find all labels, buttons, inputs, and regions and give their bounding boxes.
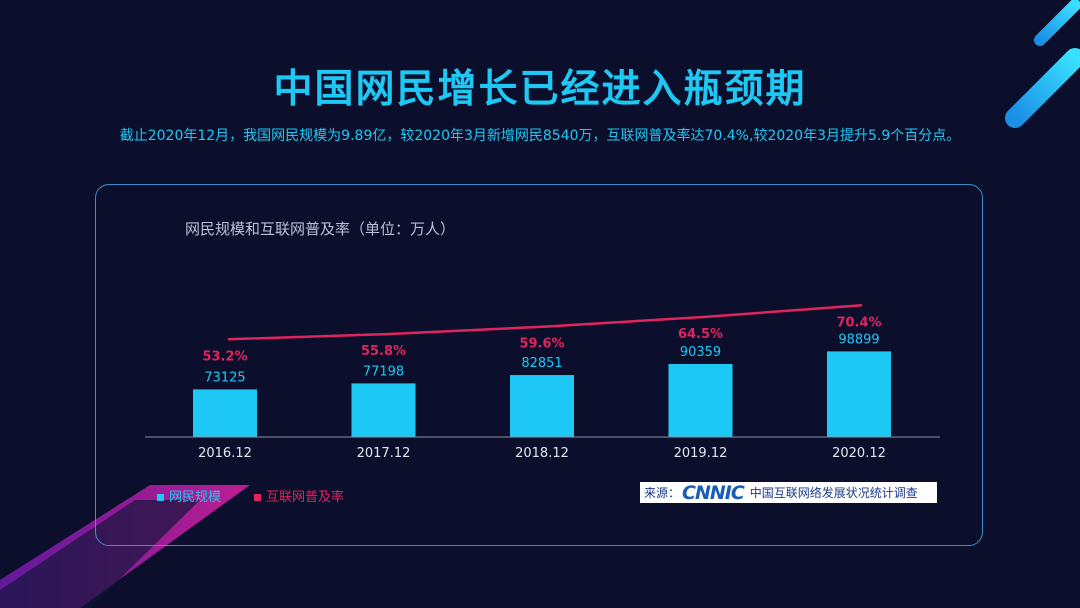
source-banner: 来源： CNNIC 中国互联网络发展状况统计调查 — [640, 481, 937, 504]
x-tick-label: 2016.12 — [198, 446, 252, 461]
bar-value-label: 77198 — [363, 364, 404, 379]
bar — [351, 383, 416, 437]
chart-panel — [95, 184, 983, 546]
legend-label-line: 互联网普及率 — [266, 490, 345, 505]
line-value-label: 59.6% — [519, 337, 564, 352]
source-label: 来源： — [644, 486, 681, 500]
x-tick-label: 2017.12 — [357, 446, 411, 461]
cnnic-logo: CNNIC — [682, 481, 745, 504]
bar — [827, 351, 891, 437]
bar — [193, 389, 257, 437]
page-title: 中国网民增长已经进入瓶颈期 — [273, 67, 807, 112]
source-org-name: 中国互联网络发展状况统计调查 — [749, 486, 918, 500]
bar-value-label: 98899 — [838, 332, 879, 347]
line-value-label: 53.2% — [202, 349, 247, 364]
bar-value-label: 90359 — [680, 345, 721, 360]
legend-swatch-bars — [157, 494, 164, 501]
x-tick-label: 2020.12 — [832, 446, 886, 461]
bar — [668, 363, 733, 437]
bar — [510, 375, 574, 437]
bar-value-label: 73125 — [204, 370, 245, 385]
chart-title: 网民规模和互联网普及率（单位：万人） — [185, 220, 456, 238]
legend-item-line: 互联网普及率 — [254, 486, 344, 505]
line-series — [227, 304, 863, 341]
legend-label-bars: 网民规模 — [169, 490, 222, 505]
bar-value-label: 82851 — [521, 356, 562, 371]
line-value-label: 64.5% — [678, 327, 723, 342]
x-tick-label: 2019.12 — [674, 446, 728, 461]
page-subtitle: 截止2020年12月，我国网民规模为9.89亿，较2020年3月新增网民8540… — [119, 128, 961, 144]
legend-swatch-line — [254, 494, 261, 501]
x-tick-label: 2018.12 — [515, 446, 569, 461]
line-value-label: 70.4% — [836, 315, 881, 330]
legend-item-bars: 网民规模 — [157, 486, 221, 505]
line-value-label: 55.8% — [361, 344, 406, 359]
